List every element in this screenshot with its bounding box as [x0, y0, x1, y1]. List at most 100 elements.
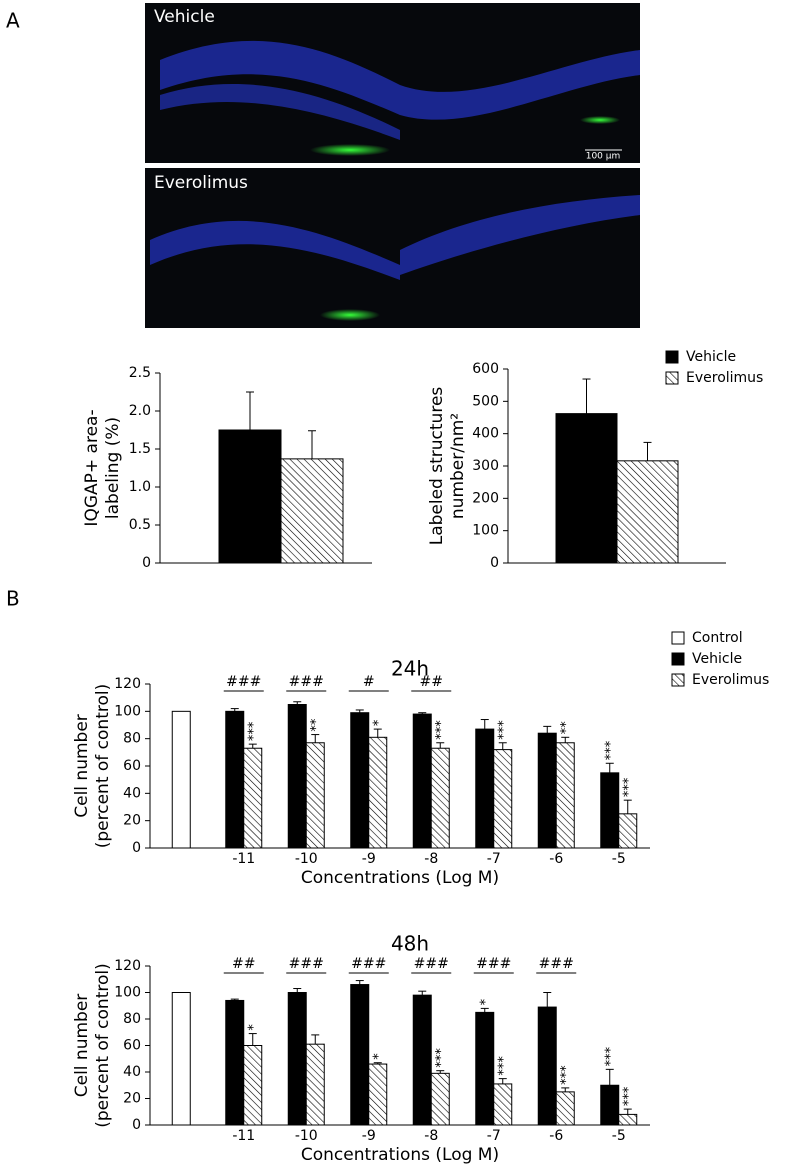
legend-label: Vehicle: [686, 349, 736, 365]
bar: [475, 1011, 495, 1126]
bar: [171, 992, 191, 1126]
bar: [368, 1063, 388, 1126]
y-tick-label: 40: [123, 785, 141, 801]
x-tick-label: -7: [487, 1128, 501, 1144]
significance: ***: [496, 720, 511, 740]
comparison-label: ##: [420, 674, 443, 690]
y-tick-label: 120: [114, 958, 141, 974]
significance: ***: [496, 1056, 511, 1076]
x-tick-label: -8: [424, 1128, 438, 1144]
bar: [350, 984, 370, 1126]
y-tick-label: 60: [123, 1038, 141, 1054]
y-axis-label-line: (percent of control): [93, 963, 113, 1128]
y-tick-label: 2.5: [129, 365, 151, 381]
bar: [350, 712, 370, 849]
bar: [555, 1091, 575, 1126]
y-tick-label: 100: [472, 523, 499, 539]
legend-swatch: [665, 371, 679, 385]
y-tick-label: 80: [123, 1011, 141, 1027]
bar: [225, 710, 245, 849]
bar: [243, 747, 263, 849]
bar: [243, 1045, 263, 1126]
significance: *: [246, 1024, 261, 1031]
y-tick-label: 1.5: [129, 441, 151, 457]
x-tick-label: -10: [295, 851, 318, 867]
bar: [600, 772, 620, 849]
micrograph: Vehicle 100 µm: [145, 3, 640, 163]
x-axis-label: Concentrations (Log M): [301, 1145, 499, 1165]
y-axis-label-line: (percent of control): [93, 684, 113, 849]
y-axis-label-line: IQGAP+ area-: [82, 409, 102, 526]
x-tick-label: -7: [487, 851, 501, 867]
y-axis-label: IQGAP+ area-labeling (%): [82, 409, 123, 526]
bar: [218, 429, 282, 564]
y-tick-label: 0.5: [129, 517, 151, 533]
significance: ***: [603, 740, 618, 760]
comparison-label: ###: [414, 956, 449, 972]
bar: [555, 413, 618, 564]
significance: ***: [559, 1065, 574, 1085]
significance: ***: [246, 721, 261, 741]
legend-swatch: [671, 652, 685, 666]
y-tick-label: 0: [132, 840, 141, 856]
y-tick-label: 600: [472, 361, 499, 377]
significance: **: [559, 721, 574, 735]
x-tick-label: -8: [424, 851, 438, 867]
x-tick-label: -9: [362, 851, 376, 867]
legend-label: Everolimus: [686, 370, 763, 386]
bar: [618, 1113, 638, 1126]
y-axis-label: Cell number(percent of control): [72, 963, 113, 1128]
chart-title: 24h: [391, 657, 429, 681]
bar: [618, 813, 638, 849]
y-tick-label: 0: [142, 555, 151, 571]
bar: [171, 710, 191, 849]
x-tick-label: -6: [549, 1128, 563, 1144]
x-tick-label: -11: [232, 1128, 255, 1144]
significance: ***: [603, 1046, 618, 1066]
y-tick-label: 100: [114, 703, 141, 719]
significance: ***: [621, 777, 636, 797]
panel-label: B: [6, 587, 20, 611]
y-axis-label-line: Cell number: [72, 714, 92, 818]
comparison-label: ###: [289, 674, 324, 690]
legend-label: Everolimus: [692, 672, 769, 688]
y-axis-label-line: number/nm²: [448, 413, 468, 519]
x-tick-label: -10: [295, 1128, 318, 1144]
significance: *: [371, 1053, 386, 1060]
y-tick-label: 120: [114, 676, 141, 692]
micrograph: Everolimus: [145, 168, 640, 328]
comparison-label: ###: [289, 956, 324, 972]
y-tick-label: 40: [123, 1064, 141, 1080]
y-tick-label: 100: [114, 985, 141, 1001]
y-tick-label: 200: [472, 490, 499, 506]
image-label: Everolimus: [154, 173, 248, 193]
comparison-label: ##: [232, 956, 255, 972]
image-label: Vehicle: [154, 7, 215, 27]
bar: [305, 1043, 325, 1126]
bar: [430, 1072, 450, 1126]
bar: [412, 713, 432, 849]
y-axis-label-line: Cell number: [72, 994, 92, 1098]
bar: [287, 704, 307, 849]
y-axis-label-line: labeling (%): [103, 417, 123, 519]
legend-label: Control: [692, 630, 743, 646]
significance: *: [478, 998, 493, 1005]
bar: [412, 994, 432, 1126]
x-axis-label: Concentrations (Log M): [301, 868, 499, 888]
bar: [475, 728, 495, 849]
legend-swatch: [671, 631, 685, 645]
y-axis-label-line: Labeled structures: [427, 387, 447, 546]
x-tick-label: -5: [612, 851, 626, 867]
bar: [305, 742, 325, 849]
bar: [225, 999, 245, 1126]
y-tick-label: 20: [123, 813, 141, 829]
bar: [493, 1083, 513, 1126]
x-tick-label: -6: [549, 851, 563, 867]
y-tick-label: 60: [123, 758, 141, 774]
legend-swatch: [671, 673, 685, 687]
y-tick-label: 0: [132, 1117, 141, 1133]
significance: ***: [434, 1048, 449, 1068]
y-axis-label: Cell number(percent of control): [72, 684, 113, 849]
comparison-label: ###: [476, 956, 511, 972]
